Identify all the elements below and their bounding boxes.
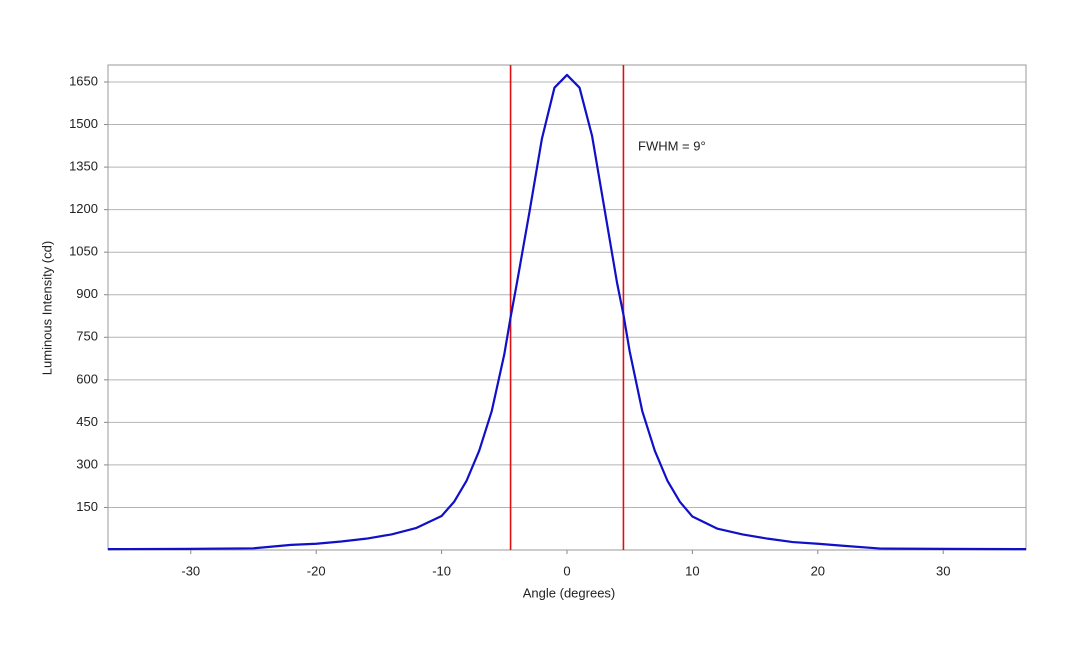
y-tick-label: 1050 xyxy=(69,244,98,259)
y-tick-label: 1650 xyxy=(69,73,98,88)
x-tick-label: -30 xyxy=(181,563,200,578)
x-tick-label: -10 xyxy=(432,563,451,578)
y-tick-label: 900 xyxy=(76,286,98,301)
x-tick-label: 30 xyxy=(936,563,950,578)
y-tick-label: 150 xyxy=(76,499,98,514)
y-tick-label: 1500 xyxy=(69,116,98,131)
y-tick-label: 300 xyxy=(76,456,98,471)
series-line xyxy=(107,73,1027,551)
y-tick-label: 1200 xyxy=(69,201,98,216)
plot-border xyxy=(107,64,1027,551)
y-tick-label: 750 xyxy=(76,329,98,344)
x-axis-label: Angle (degrees) xyxy=(523,585,616,600)
annotation: FWHM = 9° xyxy=(638,138,706,153)
y-tick-label: 1350 xyxy=(69,159,98,174)
y-axis-label: Luminous Intensity (cd) xyxy=(39,241,54,375)
x-tick-label: 10 xyxy=(685,563,699,578)
x-tick-label: 20 xyxy=(811,563,825,578)
x-tick-label: 0 xyxy=(563,563,570,578)
x-tick-label: -20 xyxy=(307,563,326,578)
y-tick-label: 450 xyxy=(76,414,98,429)
y-tick-label: 600 xyxy=(76,371,98,386)
